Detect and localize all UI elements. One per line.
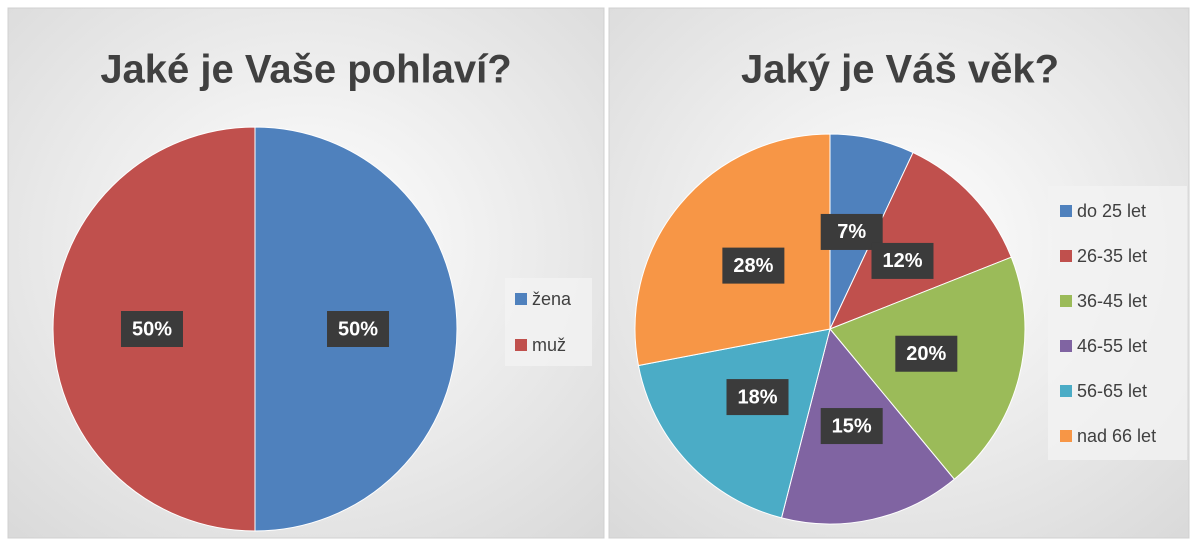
chart-title: Jaký je Váš věk?	[741, 48, 1059, 92]
legend-label: 36-45 let	[1077, 291, 1147, 311]
legend-label: 26-35 let	[1077, 246, 1147, 266]
data-label: 50%	[338, 318, 378, 340]
legend-swatch	[1060, 250, 1072, 262]
legend-label: 46-55 let	[1077, 336, 1147, 356]
legend-swatch	[515, 339, 527, 351]
pie-slice	[829, 151, 1012, 330]
legend-label: nad 66 let	[1077, 426, 1156, 446]
data-label-box	[820, 408, 883, 445]
data-label-box	[895, 335, 958, 372]
data-label: 20%	[906, 343, 946, 365]
legend-label: muž	[532, 335, 566, 355]
legend-swatch	[1060, 340, 1072, 352]
data-label: 7%	[837, 221, 866, 243]
data-label-box	[327, 311, 390, 347]
legend-swatch	[1060, 430, 1072, 442]
chart-title: Jaké je Vaše pohlaví?	[100, 48, 511, 92]
data-label: 12%	[882, 250, 922, 272]
legend-swatch	[1060, 385, 1072, 397]
legend-swatch	[1060, 295, 1072, 307]
legend-label: žena	[532, 289, 572, 309]
data-label: 28%	[733, 255, 773, 277]
pie-slice	[637, 328, 831, 519]
legend-box	[505, 278, 592, 366]
data-label-box	[120, 311, 183, 347]
legend-swatch	[1060, 205, 1072, 217]
data-label-box	[871, 242, 934, 279]
data-label-box	[726, 379, 789, 416]
data-label: 15%	[832, 415, 872, 437]
legend-label: 56-65 let	[1077, 381, 1147, 401]
data-label: 50%	[132, 318, 172, 340]
legend-label: do 25 let	[1077, 201, 1146, 221]
data-label: 18%	[737, 386, 777, 408]
legend-box	[1048, 186, 1187, 460]
data-label-box	[722, 247, 785, 284]
legend-swatch	[515, 293, 527, 305]
